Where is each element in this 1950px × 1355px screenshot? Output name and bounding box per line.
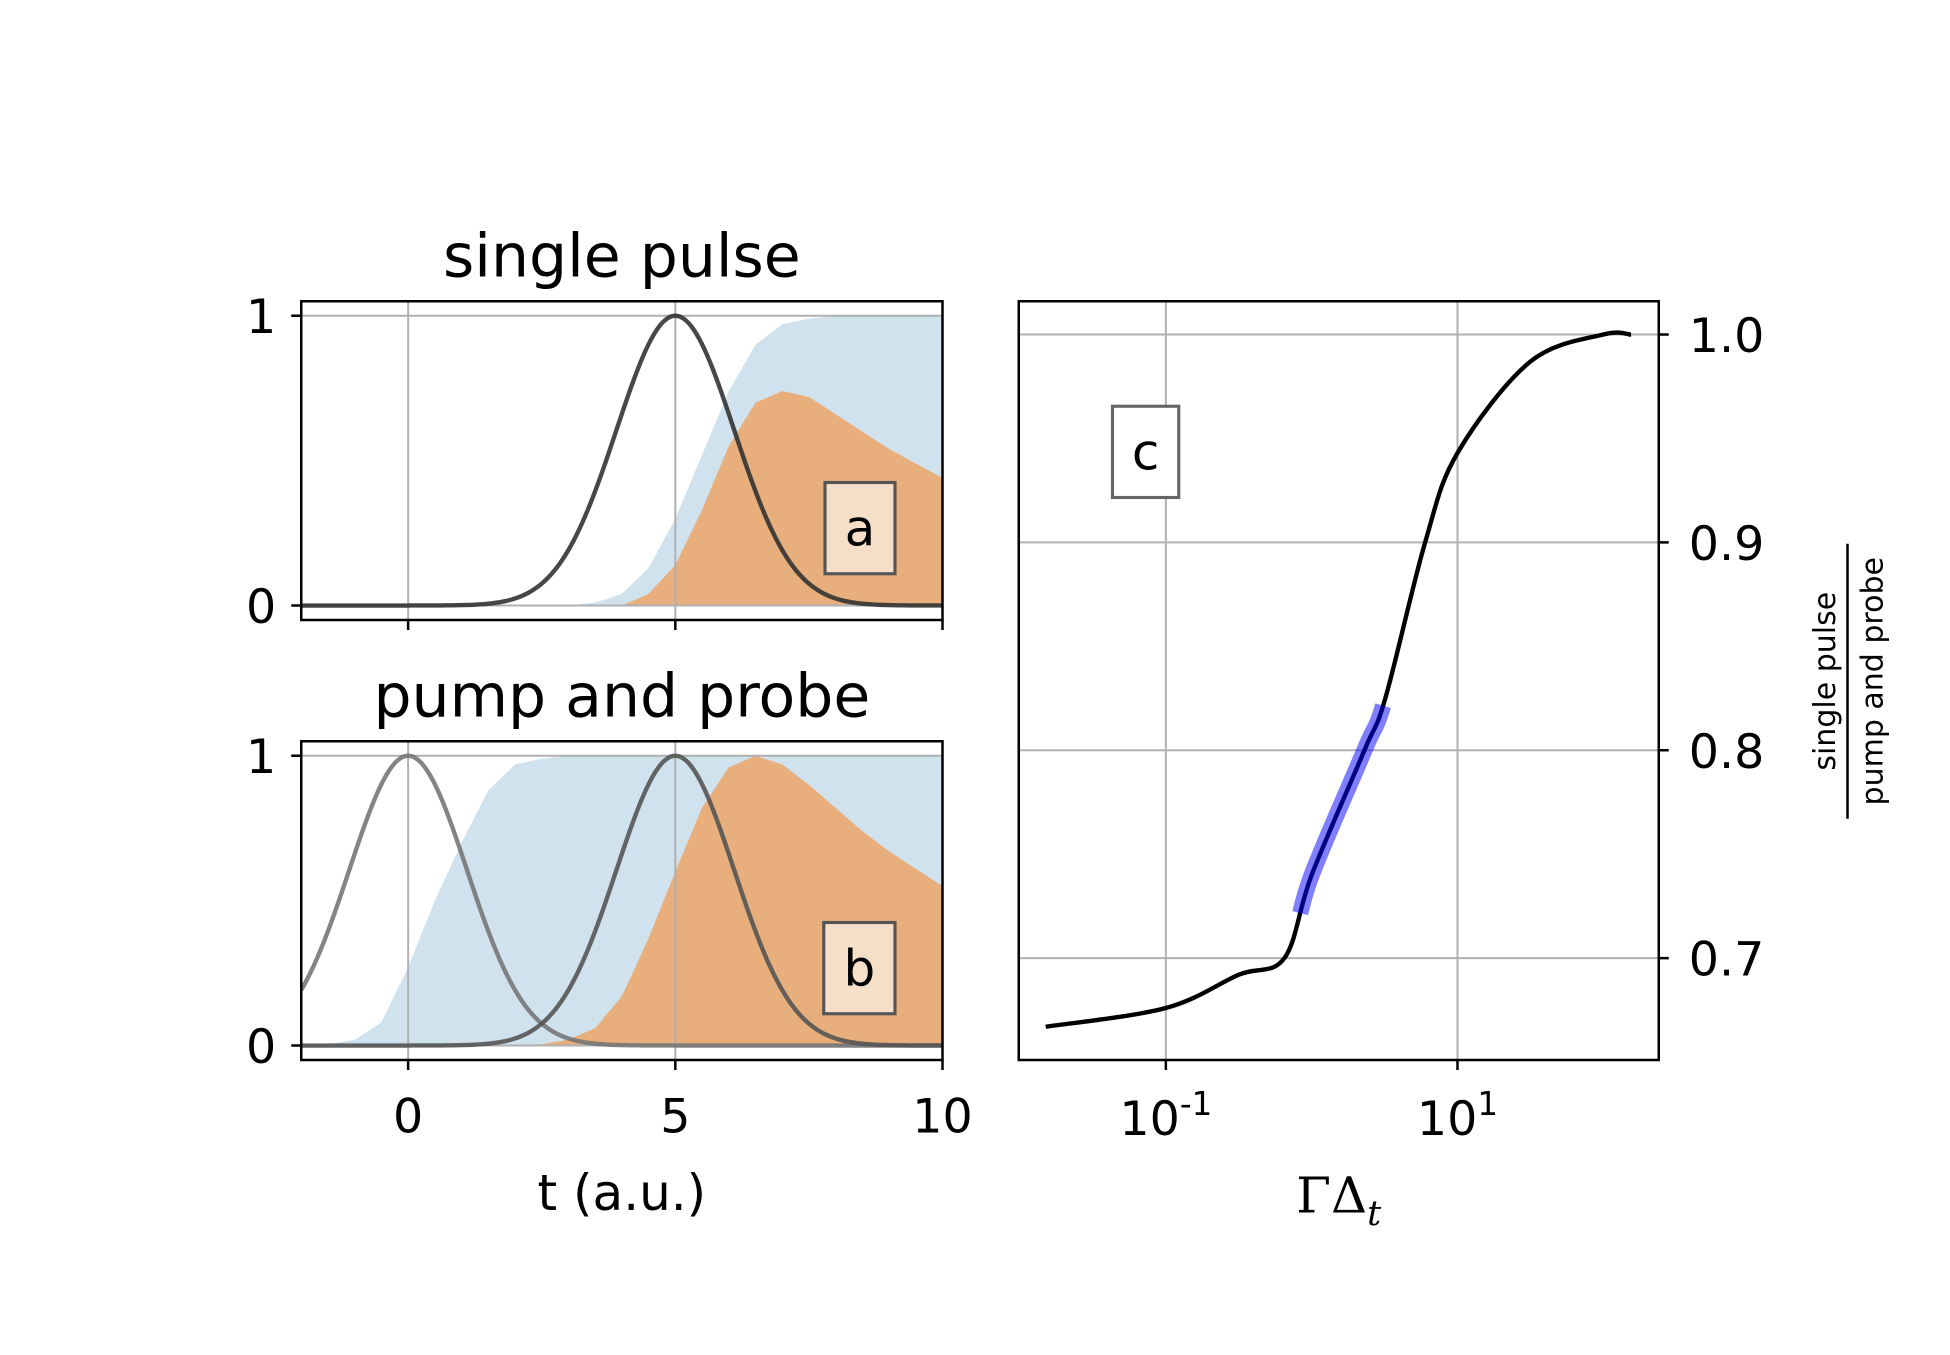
pulse-line — [301, 753, 943, 1048]
pulse-line — [301, 313, 943, 608]
panel-title: pump and probe — [373, 661, 870, 731]
x-axis-label: t (a.u.) — [538, 1164, 707, 1222]
tick-exponent: -1 — [1180, 1085, 1212, 1123]
panel-b: 0 5 10 0 1 pump and probe t (a.u.) b — [246, 661, 973, 1222]
panel-a: 0 1 single pulse a — [246, 221, 944, 635]
y-tick-label: 0.7 — [1689, 933, 1765, 988]
panel-label: a — [845, 500, 876, 558]
axes-frame — [300, 740, 944, 1062]
y-tick-label: 0 — [246, 580, 276, 635]
xlabel-subscript: t — [1367, 1194, 1382, 1234]
panel-label: c — [1132, 423, 1160, 481]
y-tick-label: 0 — [246, 1020, 276, 1075]
axes-frame — [300, 300, 944, 622]
x-tick-label: 10-1 — [1119, 1085, 1212, 1147]
y-tick-label: 1 — [246, 730, 276, 785]
orange-fill-area — [301, 755, 943, 1046]
panel-label: b — [844, 940, 876, 998]
y-tick-label: 0.9 — [1689, 517, 1765, 572]
x-axis-label: ΓΔt — [1296, 1167, 1382, 1235]
x-tick-label: 0 — [393, 1090, 423, 1145]
tick-exponent: 1 — [1477, 1085, 1498, 1123]
panel-label-box — [822, 920, 897, 1016]
x-tick-label: 10 — [912, 1090, 972, 1145]
axes-frame — [1017, 300, 1660, 1062]
ylabel-numerator: single pulse — [1808, 592, 1843, 771]
xlabel-main: ΓΔ — [1296, 1167, 1367, 1225]
panel-title: single pulse — [443, 221, 801, 291]
x-tick-label: 5 — [660, 1090, 690, 1145]
tick-base: 10 — [1417, 1092, 1477, 1147]
tick-base: 10 — [1119, 1092, 1179, 1147]
pulse-line — [301, 753, 943, 1048]
ylabel-denominator: pump and probe — [1856, 557, 1891, 805]
panel-label-box — [823, 480, 897, 576]
panel-label-box — [1110, 404, 1181, 500]
highlight-segment — [1292, 703, 1391, 916]
y-tick-label: 0.8 — [1689, 725, 1765, 780]
y-axis-label: single pulse pump and probe — [1808, 543, 1891, 819]
y-tick-label: 1.0 — [1689, 309, 1765, 364]
x-tick-label: 101 — [1417, 1085, 1498, 1147]
y-tick-label: 1 — [246, 290, 276, 345]
